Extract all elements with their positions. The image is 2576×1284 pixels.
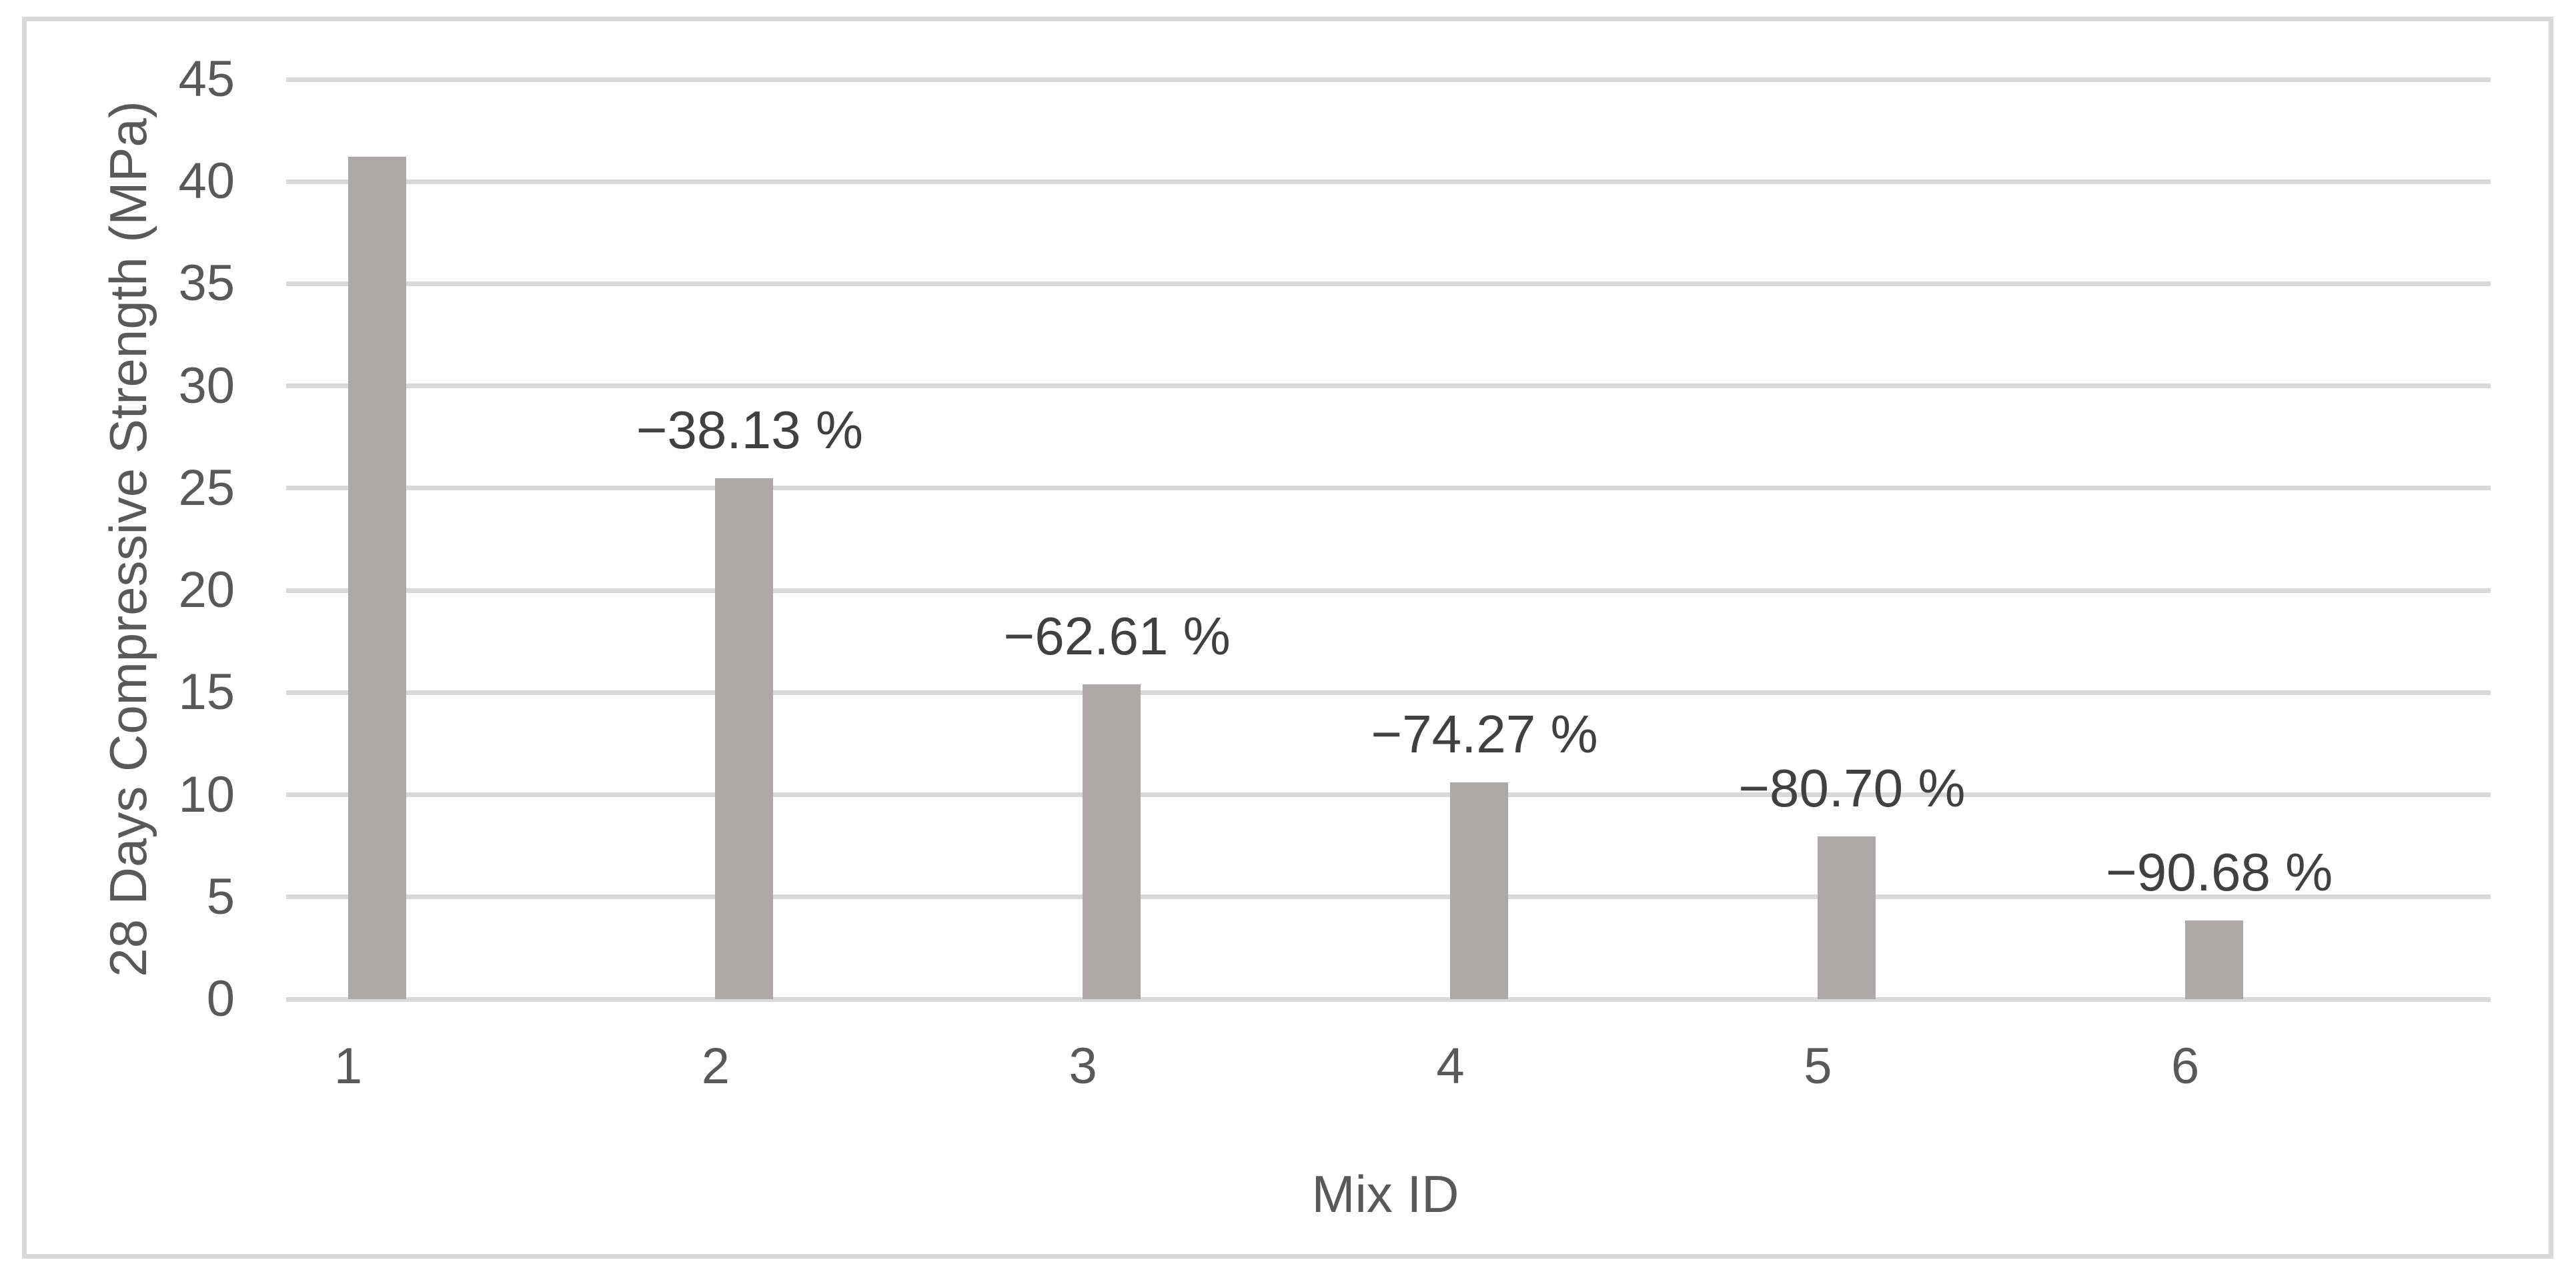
gridline-y-5 <box>286 894 2491 900</box>
x-tick-label-2: 2 <box>701 1038 730 1095</box>
y-tick-label-10: 10 <box>178 766 235 823</box>
gridline-y-45 <box>286 77 2491 82</box>
gridline-y-20 <box>286 588 2491 593</box>
gridline-y-35 <box>286 281 2491 286</box>
y-tick-label-0: 0 <box>206 971 235 1027</box>
gridline-y-15 <box>286 690 2491 695</box>
x-axis-title: Mix ID <box>1311 1165 1459 1223</box>
x-tick-label-6: 6 <box>2171 1038 2200 1095</box>
y-tick-label-20: 20 <box>178 562 235 619</box>
bar-data-label-mix-2: −38.13 % <box>636 400 863 460</box>
gridline-y-0 <box>286 997 2491 1002</box>
y-tick-label-35: 35 <box>178 255 235 312</box>
bar-data-label-mix-5: −80.70 % <box>1738 758 1966 818</box>
bar-mix-2 <box>715 478 774 999</box>
gridline-y-10 <box>286 792 2491 798</box>
x-tick-label-4: 4 <box>1436 1038 1465 1095</box>
gridline-y-40 <box>286 179 2491 184</box>
bar-data-label-mix-3: −62.61 % <box>1003 606 1231 666</box>
bar-mix-6 <box>2184 920 2243 999</box>
bar-mix-3 <box>1083 684 1141 999</box>
x-tick-label-1: 1 <box>334 1038 363 1095</box>
y-tick-label-45: 45 <box>178 51 235 107</box>
y-tick-label-30: 30 <box>178 357 235 414</box>
y-axis-title: 28 Days Compressive Strength (MPa) <box>99 101 157 977</box>
y-tick-label-15: 15 <box>178 664 235 721</box>
y-tick-label-40: 40 <box>178 153 235 210</box>
bar-mix-4 <box>1450 782 1508 999</box>
bar-mix-1 <box>348 157 406 999</box>
y-tick-label-5: 5 <box>206 868 235 925</box>
gridline-y-25 <box>286 486 2491 491</box>
x-tick-label-5: 5 <box>1804 1038 1832 1095</box>
bar-data-label-mix-4: −74.27 % <box>1371 704 1598 764</box>
gridline-y-30 <box>286 384 2491 389</box>
y-tick-label-25: 25 <box>178 459 235 516</box>
chart-border-frame <box>22 17 2553 1259</box>
x-tick-label-3: 3 <box>1069 1038 1097 1095</box>
bar-data-label-mix-6: −90.68 % <box>2106 842 2333 902</box>
bar-mix-5 <box>1817 836 1876 999</box>
